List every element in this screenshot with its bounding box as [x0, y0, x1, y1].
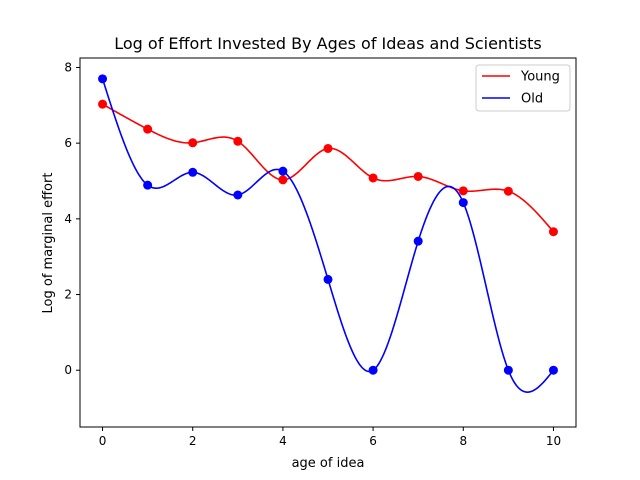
- legend-label-old: Old: [521, 92, 543, 107]
- x-tick-label: 8: [459, 434, 467, 448]
- y-tick-label: 4: [64, 212, 72, 226]
- data-point-old: [458, 198, 468, 208]
- series-line-young: [102, 103, 555, 233]
- legend: Young Old: [475, 64, 571, 112]
- data-point-young: [98, 99, 108, 109]
- y-tick-label: 0: [64, 363, 72, 377]
- data-point-old: [368, 365, 378, 375]
- data-point-old: [548, 365, 558, 375]
- data-point-old: [323, 274, 333, 284]
- data-point-young: [503, 186, 513, 196]
- y-tick-label: 8: [64, 60, 72, 74]
- data-point-young: [548, 227, 558, 237]
- data-point-old: [233, 190, 243, 200]
- data-point-old: [413, 236, 423, 246]
- data-point-young: [233, 136, 243, 146]
- x-tick-label: 0: [99, 434, 107, 448]
- x-tick-label: 2: [189, 434, 197, 448]
- data-point-old: [98, 74, 108, 84]
- data-point-young: [143, 124, 153, 134]
- x-tick-label: 10: [546, 434, 561, 448]
- legend-label-young: Young: [520, 70, 560, 85]
- data-point-young: [368, 173, 378, 183]
- data-point-young: [458, 186, 468, 196]
- data-point-old: [503, 365, 513, 375]
- x-axis-label: age of idea: [292, 456, 365, 471]
- data-point-young: [188, 138, 198, 148]
- chart-title: Log of Effort Invested By Ages of Ideas …: [114, 34, 541, 53]
- data-point-old: [278, 166, 288, 176]
- axes-frame: [79, 57, 577, 428]
- data-point-young: [323, 143, 333, 153]
- data-point-young: [278, 175, 288, 185]
- data-point-old: [143, 180, 153, 190]
- plot-area: [98, 74, 558, 393]
- series-line-old: [101, 78, 555, 393]
- y-axis: 0 2 4 6 8: [64, 60, 80, 377]
- y-axis-label: Log of marginal effort: [41, 173, 56, 314]
- x-tick-label: 6: [369, 434, 377, 448]
- data-point-young: [413, 171, 423, 181]
- x-axis: 0 2 4 6 8 10: [99, 427, 561, 448]
- x-tick-label: 4: [279, 434, 287, 448]
- y-tick-label: 6: [64, 136, 72, 150]
- y-tick-label: 2: [64, 288, 72, 302]
- data-point-old: [188, 167, 198, 177]
